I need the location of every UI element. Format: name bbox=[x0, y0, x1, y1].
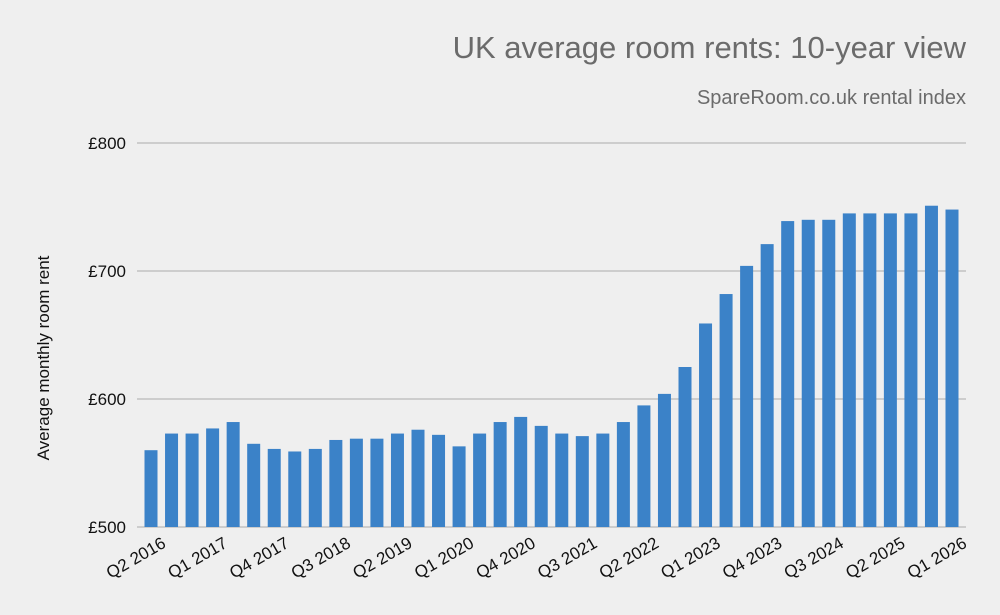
bar-q2-2016 bbox=[144, 450, 158, 527]
bar-q3-2025 bbox=[904, 213, 918, 527]
bar-q3-2023 bbox=[740, 265, 754, 527]
bar-q4-2018 bbox=[349, 438, 363, 527]
bar-q2-2018 bbox=[308, 448, 322, 527]
bar-q2-2020 bbox=[473, 433, 487, 527]
bar-q2-2025 bbox=[883, 213, 897, 527]
y-tick-label: £800 bbox=[88, 134, 126, 153]
bar-q3-2024 bbox=[822, 219, 836, 528]
x-tick-label: Q4 2017 bbox=[226, 533, 292, 582]
chart-subtitle: SpareRoom.co.uk rental index bbox=[696, 87, 966, 109]
bar-q3-2016 bbox=[165, 433, 179, 527]
bar-q2-2023 bbox=[719, 294, 733, 527]
x-tick-label: Q2 2016 bbox=[103, 533, 169, 582]
bar-q1-2018 bbox=[288, 451, 302, 527]
bar-q4-2017 bbox=[267, 448, 281, 527]
x-tick-label: Q1 2023 bbox=[658, 533, 724, 582]
bar-q3-2018 bbox=[329, 439, 343, 527]
x-tick-label: Q4 2020 bbox=[473, 533, 539, 582]
bar-q4-2020 bbox=[514, 416, 528, 527]
x-tick-label: Q3 2021 bbox=[534, 533, 600, 582]
y-tick-label: £500 bbox=[88, 518, 126, 537]
bar-q2-2017 bbox=[226, 422, 240, 527]
y-tick-label: £700 bbox=[88, 262, 126, 281]
bar-q4-2023 bbox=[760, 244, 774, 527]
x-tick-label: Q3 2018 bbox=[288, 533, 354, 582]
y-axis-title: Average monthly room rent bbox=[34, 255, 53, 460]
bar-q4-2022 bbox=[678, 367, 692, 527]
bar-q1-2025 bbox=[863, 213, 877, 527]
x-tick-label: Q4 2023 bbox=[719, 533, 785, 582]
x-tick-label: Q2 2025 bbox=[842, 533, 908, 582]
bars bbox=[144, 205, 959, 528]
bar-q1-2020 bbox=[452, 446, 466, 527]
bar-q2-2019 bbox=[390, 433, 404, 527]
bar-q4-2025 bbox=[924, 205, 938, 527]
x-tick-label: Q3 2024 bbox=[781, 533, 847, 582]
bar-q1-2021 bbox=[534, 425, 548, 527]
bar-q3-2021 bbox=[575, 436, 589, 527]
x-tick-label: Q1 2017 bbox=[165, 533, 231, 582]
x-tick-label: Q1 2026 bbox=[904, 533, 970, 582]
x-tick-label: Q1 2020 bbox=[411, 533, 477, 582]
gridlines bbox=[137, 142, 966, 528]
chart-title: UK average room rents: 10-year view bbox=[452, 30, 966, 65]
bar-q3-2017 bbox=[247, 443, 261, 527]
bar-q3-2019 bbox=[411, 429, 425, 527]
bar-q3-2022 bbox=[657, 393, 671, 527]
y-tick-label: £600 bbox=[88, 390, 126, 409]
bar-q4-2024 bbox=[842, 213, 856, 527]
bar-q2-2022 bbox=[637, 405, 651, 527]
bar-q4-2021 bbox=[596, 433, 610, 527]
y-tick-labels: £500 £600 £700 £800 bbox=[88, 134, 126, 537]
bar-q1-2023 bbox=[699, 323, 713, 527]
bar-q1-2024 bbox=[781, 221, 795, 527]
bar-q4-2019 bbox=[432, 434, 446, 527]
x-tick-label: Q2 2019 bbox=[349, 533, 415, 582]
bar-q2-2021 bbox=[555, 433, 569, 527]
bar-q2-2024 bbox=[801, 219, 815, 528]
bar-q3-2020 bbox=[493, 422, 507, 527]
bar-q1-2022 bbox=[616, 422, 630, 527]
bar-q1-2026 bbox=[945, 209, 959, 527]
bar-q4-2016 bbox=[185, 433, 199, 527]
bar-q1-2017 bbox=[206, 428, 220, 527]
bar-q1-2019 bbox=[370, 438, 384, 527]
x-tick-label: Q2 2022 bbox=[596, 533, 662, 582]
